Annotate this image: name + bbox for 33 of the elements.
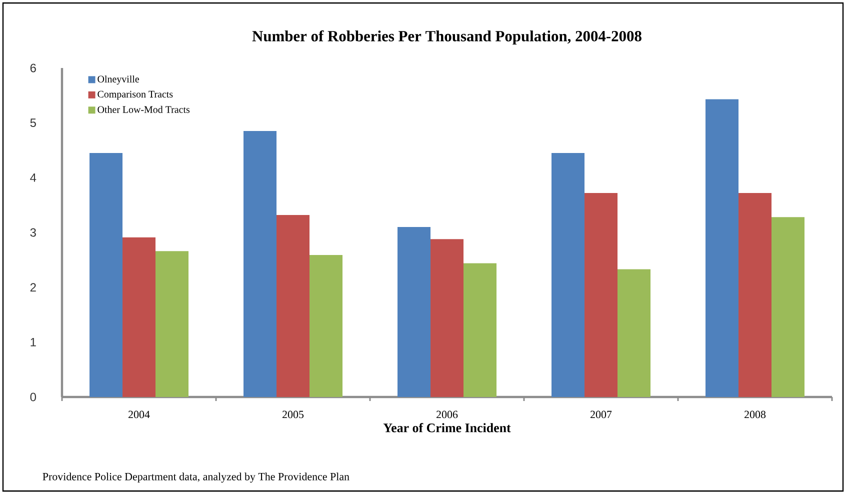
y-tick-label: 6 — [30, 64, 36, 72]
x-tick-label: 2004 — [128, 410, 150, 418]
bar — [772, 217, 805, 397]
y-tick-label: 2 — [30, 283, 36, 292]
bar — [618, 269, 651, 397]
bar — [156, 251, 188, 397]
bar — [90, 152, 122, 397]
x-tick-label: 2006 — [436, 410, 458, 418]
y-tick-label: 1 — [30, 338, 36, 346]
bar — [398, 227, 430, 397]
x-tick-label: 2008 — [744, 410, 766, 418]
y-tick-label: 0 — [30, 392, 36, 402]
bar — [552, 152, 584, 397]
x-axis-title: Year of Crime Incident — [383, 423, 511, 432]
legend-label: Olneyville — [98, 75, 139, 85]
bar — [244, 131, 276, 397]
bar — [706, 99, 739, 397]
x-tick-label: 2007 — [590, 410, 612, 418]
bar — [430, 239, 464, 397]
bar — [122, 237, 156, 397]
bar — [464, 263, 497, 397]
text: Providence Police Department data, analyzed by The Providence Plan — [42, 472, 350, 483]
chart-title: Number of Robberies Per Thousand Population, 2004-2008 — [252, 30, 642, 44]
legend-label: Comparison Tracts — [98, 90, 173, 100]
x-tick-label: 2005 — [282, 410, 304, 418]
bar — [738, 193, 772, 397]
y-tick-label: 5 — [30, 118, 36, 127]
legend-label: Other Low-Mod Tracts — [98, 106, 190, 113]
bar — [584, 193, 618, 397]
bar — [310, 254, 342, 397]
y-tick-label: 3 — [30, 228, 36, 237]
bar — [276, 214, 310, 397]
y-tick-label: 4 — [30, 174, 36, 182]
